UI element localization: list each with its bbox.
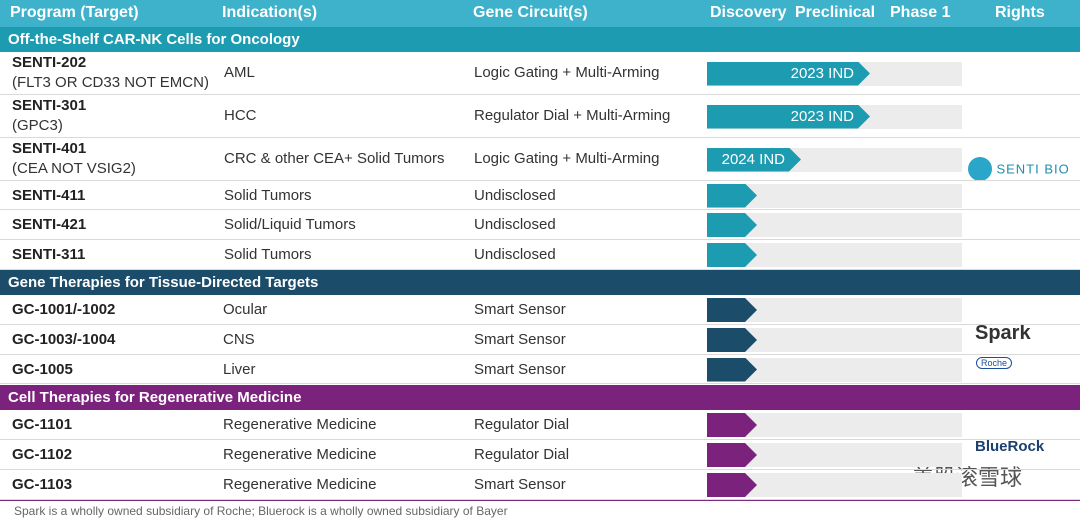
indication: Regenerative Medicine (223, 476, 377, 493)
indication: Solid/Liquid Tumors (224, 216, 356, 233)
indication: CRC & other CEA+ Solid Tumors (224, 150, 445, 167)
program-name: GC-1103 (12, 476, 73, 493)
gene-circuit: Regulator Dial (474, 446, 570, 463)
stage-arrow: 2024 IND (707, 148, 801, 172)
program-name: SENTI-421 (12, 216, 87, 233)
gene-circuit: Logic Gating + Multi-Arming (474, 150, 660, 167)
program-name: GC-1005 (12, 361, 73, 378)
stage-arrow (707, 443, 757, 467)
section-band: Off-the-Shelf CAR-NK Cells for Oncology (0, 27, 1080, 52)
stage-arrow (707, 358, 757, 382)
program-name: SENTI-401 (12, 140, 87, 157)
pipeline-row: SENTI-411 Solid Tumors Undisclosed (0, 181, 1080, 210)
program-target: (GPC3) (12, 117, 63, 134)
bluerock-logo: BlueRock (975, 438, 1045, 455)
pipeline-row: GC-1101 Regenerative Medicine Regulator Di… (0, 410, 1080, 440)
gene-circuit: Undisclosed (474, 246, 556, 263)
indication: HCC (224, 107, 257, 124)
indication: Solid Tumors (224, 246, 312, 263)
stage-arrow (707, 298, 757, 322)
program-name: GC-1101 (12, 416, 73, 433)
header-cell: Preclinical (795, 4, 876, 21)
stage-arrow (707, 184, 757, 208)
spark-logo: Spark (975, 322, 1031, 344)
gene-circuit: Undisclosed (474, 216, 556, 233)
section-title: Cell Therapies for Regenerative Medicine (8, 389, 302, 406)
pipeline-row: GC-1001/-1002 Ocular Smart Sensor (0, 295, 1080, 325)
section-title: Off-the-Shelf CAR-NK Cells for Oncology (8, 31, 300, 48)
header-cell: Rights (995, 4, 1045, 21)
senti-logo: SENTI BIO (968, 157, 1070, 181)
divider (0, 500, 1080, 501)
indication: CNS (223, 331, 255, 348)
header-cell: Gene Circuit(s) (473, 4, 588, 21)
gene-circuit: Regulator Dial (474, 416, 570, 433)
gene-circuit: Logic Gating + Multi-Arming (474, 64, 660, 81)
pipeline-row: SENTI-301 (GPC3) HCC Regulator Dial + Multi… (0, 95, 1080, 138)
footnote: Spark is a wholly owned subsidiary of Ro… (14, 504, 508, 518)
indication: Regenerative Medicine (223, 446, 377, 463)
section-band: Cell Therapies for Regenerative Medicine (0, 385, 1080, 410)
program-name: SENTI-411 (12, 187, 86, 204)
header-cell: Discovery (710, 4, 787, 21)
gene-circuit: Smart Sensor (474, 301, 566, 318)
indication: Regenerative Medicine (223, 416, 377, 433)
pipeline-row: GC-1103 Regenerative Medicine Smart Sensor (0, 470, 1080, 500)
stage-arrow (707, 243, 757, 267)
pipeline-row: GC-1102 Regenerative Medicine Regulator Di… (0, 440, 1080, 470)
program-name: SENTI-301 (12, 97, 87, 114)
header-row: Program (Target) Indication(s) Gene Circ… (0, 0, 1080, 27)
pipeline-row: SENTI-311 Solid Tumors Undisclosed (0, 240, 1080, 270)
gene-circuit: Regulator Dial + Multi-Arming (474, 107, 671, 124)
program-name: SENTI-311 (12, 246, 86, 263)
section-title: Gene Therapies for Tissue-Directed Targe… (8, 274, 319, 291)
roche-logo: Roche (976, 357, 1013, 369)
pipeline-row: GC-1003/-1004 CNS Smart Sensor (0, 325, 1080, 355)
program-target: (CEA NOT VSIG2) (12, 160, 136, 177)
logo-text: SENTI BIO (996, 161, 1070, 177)
indication: Ocular (223, 301, 268, 318)
gene-circuit: Smart Sensor (474, 361, 566, 378)
pipeline-row: GC-1005 Liver Smart Sensor (0, 355, 1080, 384)
header-cell: Phase 1 (890, 4, 951, 21)
gene-circuit: Smart Sensor (474, 476, 566, 493)
section-band: Gene Therapies for Tissue-Directed Targe… (0, 270, 1080, 295)
stage-arrow: 2023 IND (707, 62, 870, 86)
stage-arrow (707, 473, 757, 497)
gene-circuit: Undisclosed (474, 187, 556, 204)
gene-circuit: Smart Sensor (474, 331, 566, 348)
header-cell: Indication(s) (222, 4, 318, 21)
stage-arrow (707, 413, 757, 437)
pipeline-row: SENTI-401 (CEA NOT VSIG2) CRC & other CEA+… (0, 138, 1080, 181)
header-cell: Program (Target) (10, 4, 139, 21)
program-name: GC-1102 (12, 446, 73, 463)
pipeline-row: SENTI-202 (FLT3 OR CD33 NOT EMCN) AML Logic… (0, 52, 1080, 95)
stage-arrow: 2023 IND (707, 105, 870, 129)
stage-arrow (707, 328, 757, 352)
program-target: (FLT3 OR CD33 NOT EMCN) (12, 74, 209, 91)
indication: Solid Tumors (224, 187, 312, 204)
program-name: GC-1003/-1004 (12, 331, 116, 348)
indication: Liver (223, 361, 256, 378)
program-name: SENTI-202 (12, 54, 87, 71)
indication: AML (224, 64, 255, 81)
pipeline-row: SENTI-421 Solid/Liquid Tumors Undisclosed (0, 210, 1080, 240)
program-name: GC-1001/-1002 (12, 301, 116, 318)
stage-arrow (707, 213, 757, 237)
